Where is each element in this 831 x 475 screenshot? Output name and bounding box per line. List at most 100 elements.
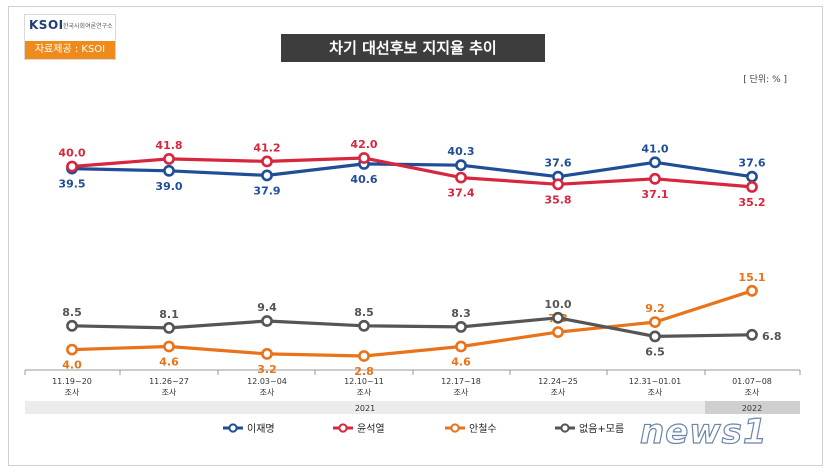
data-label: 3.2 bbox=[257, 363, 277, 376]
data-point bbox=[552, 326, 564, 338]
x-tick-label: 조사 bbox=[745, 388, 760, 397]
data-label: 39.0 bbox=[155, 180, 182, 193]
data-point bbox=[552, 178, 564, 191]
data-label: 41.2 bbox=[253, 141, 280, 154]
data-label: 35.2 bbox=[738, 196, 765, 209]
data-label: 9.4 bbox=[257, 301, 277, 314]
data-label: 39.5 bbox=[58, 178, 85, 191]
data-point bbox=[261, 169, 273, 182]
legend-label: 없음+모름 bbox=[579, 422, 624, 435]
data-point bbox=[649, 172, 661, 185]
data-label: 37.1 bbox=[641, 188, 668, 201]
data-point bbox=[66, 319, 78, 332]
series-line-1 bbox=[71, 160, 753, 179]
data-point bbox=[66, 343, 78, 356]
data-label: 4.6 bbox=[159, 356, 179, 369]
data-label: 8.5 bbox=[354, 306, 374, 319]
data-label: 15.1 bbox=[738, 271, 765, 284]
year-band-2022 bbox=[705, 401, 800, 414]
data-point bbox=[261, 315, 273, 327]
x-tick-label: 12.10~11 bbox=[344, 377, 384, 386]
data-point bbox=[163, 152, 175, 165]
x-tick-label: 12.03~04 bbox=[247, 377, 287, 386]
data-label: 35.8 bbox=[544, 193, 571, 206]
x-tick-label: 조사 bbox=[454, 388, 469, 397]
data-label: 4.6 bbox=[451, 356, 471, 369]
data-point bbox=[746, 180, 758, 193]
data-point bbox=[746, 284, 758, 297]
ksoi-logo: KSOI 한국사회여론연구소 자료제공 : KSOI bbox=[24, 14, 116, 60]
legend-label: 이재명 bbox=[247, 423, 275, 435]
data-label: 9.2 bbox=[645, 302, 665, 315]
x-tick-label: 12.31~01.01 bbox=[629, 377, 682, 386]
data-label: 10.0 bbox=[544, 298, 571, 311]
x-tick-label: 01.07~08 bbox=[732, 377, 772, 386]
legend-label: 윤석열 bbox=[357, 423, 385, 435]
data-label: 37.9 bbox=[253, 184, 280, 197]
x-tick-label: 11.19~20 bbox=[52, 377, 92, 386]
x-tick-label: 조사 bbox=[65, 388, 80, 397]
data-point bbox=[649, 330, 661, 343]
data-point bbox=[649, 156, 661, 169]
chart-frame bbox=[8, 6, 823, 466]
data-point bbox=[358, 152, 370, 164]
data-label: 40.6 bbox=[350, 173, 377, 186]
x-tick-label: 조사 bbox=[162, 388, 177, 397]
data-label: 42.0 bbox=[350, 138, 377, 151]
data-point bbox=[455, 171, 467, 184]
data-point bbox=[649, 316, 661, 328]
data-point bbox=[66, 160, 78, 173]
legend-label: 안철수 bbox=[469, 423, 497, 435]
x-tick-label: 조사 bbox=[648, 388, 663, 397]
data-label: 6.8 bbox=[762, 330, 782, 343]
legend-swatch-marker bbox=[560, 423, 570, 433]
x-tick-label: 12.17~18 bbox=[441, 377, 481, 386]
data-point bbox=[358, 350, 370, 362]
data-label: 8.1 bbox=[159, 308, 179, 321]
data-point bbox=[455, 340, 467, 353]
data-label: 40.3 bbox=[447, 145, 474, 158]
series-line-2 bbox=[71, 156, 753, 189]
year-label: 2021 bbox=[355, 404, 375, 413]
data-point bbox=[455, 320, 467, 333]
logo-text: KSOI bbox=[29, 18, 64, 32]
data-point bbox=[455, 159, 467, 172]
legend-swatch-marker bbox=[228, 423, 238, 433]
unit-label: [ 단위: % ] bbox=[743, 75, 787, 85]
data-label: 2.8 bbox=[354, 365, 374, 378]
x-tick-label: 조사 bbox=[551, 388, 566, 397]
data-label: 4.0 bbox=[62, 359, 82, 372]
data-point bbox=[261, 347, 273, 360]
data-point bbox=[746, 328, 758, 341]
logo-subtitle: 한국사회여론연구소 bbox=[63, 23, 113, 30]
year-band-2021 bbox=[25, 401, 705, 414]
data-point bbox=[163, 164, 175, 177]
data-point bbox=[358, 319, 370, 332]
x-tick-label: 조사 bbox=[260, 388, 275, 397]
data-label: 41.0 bbox=[641, 142, 668, 155]
data-point bbox=[746, 170, 758, 183]
data-label: 6.5 bbox=[645, 345, 665, 358]
source-label: 자료제공 : KSOI bbox=[25, 41, 115, 59]
data-label: 41.8 bbox=[155, 139, 182, 152]
chart-title: 차기 대선후보 지지율 추이 bbox=[281, 34, 545, 62]
data-point bbox=[552, 311, 564, 324]
x-tick-label: 조사 bbox=[357, 388, 372, 397]
data-label: 37.6 bbox=[738, 157, 765, 170]
series-line-4 bbox=[71, 316, 753, 338]
data-point bbox=[163, 340, 175, 353]
x-tick-label: 11.26~27 bbox=[149, 377, 189, 386]
x-tick-label: 12.24~25 bbox=[538, 377, 578, 386]
data-label: 37.4 bbox=[447, 187, 474, 200]
series-line-3 bbox=[71, 289, 753, 358]
year-label: 2022 bbox=[742, 404, 762, 413]
legend-swatch-marker bbox=[338, 423, 348, 433]
news1-watermark: news1 bbox=[639, 411, 768, 452]
data-label: 40.0 bbox=[58, 147, 85, 160]
data-label: 8.3 bbox=[451, 307, 471, 320]
legend-swatch-marker bbox=[450, 423, 460, 433]
data-point bbox=[163, 321, 175, 334]
data-label: 8.5 bbox=[62, 306, 82, 319]
data-label: 37.6 bbox=[544, 157, 571, 170]
